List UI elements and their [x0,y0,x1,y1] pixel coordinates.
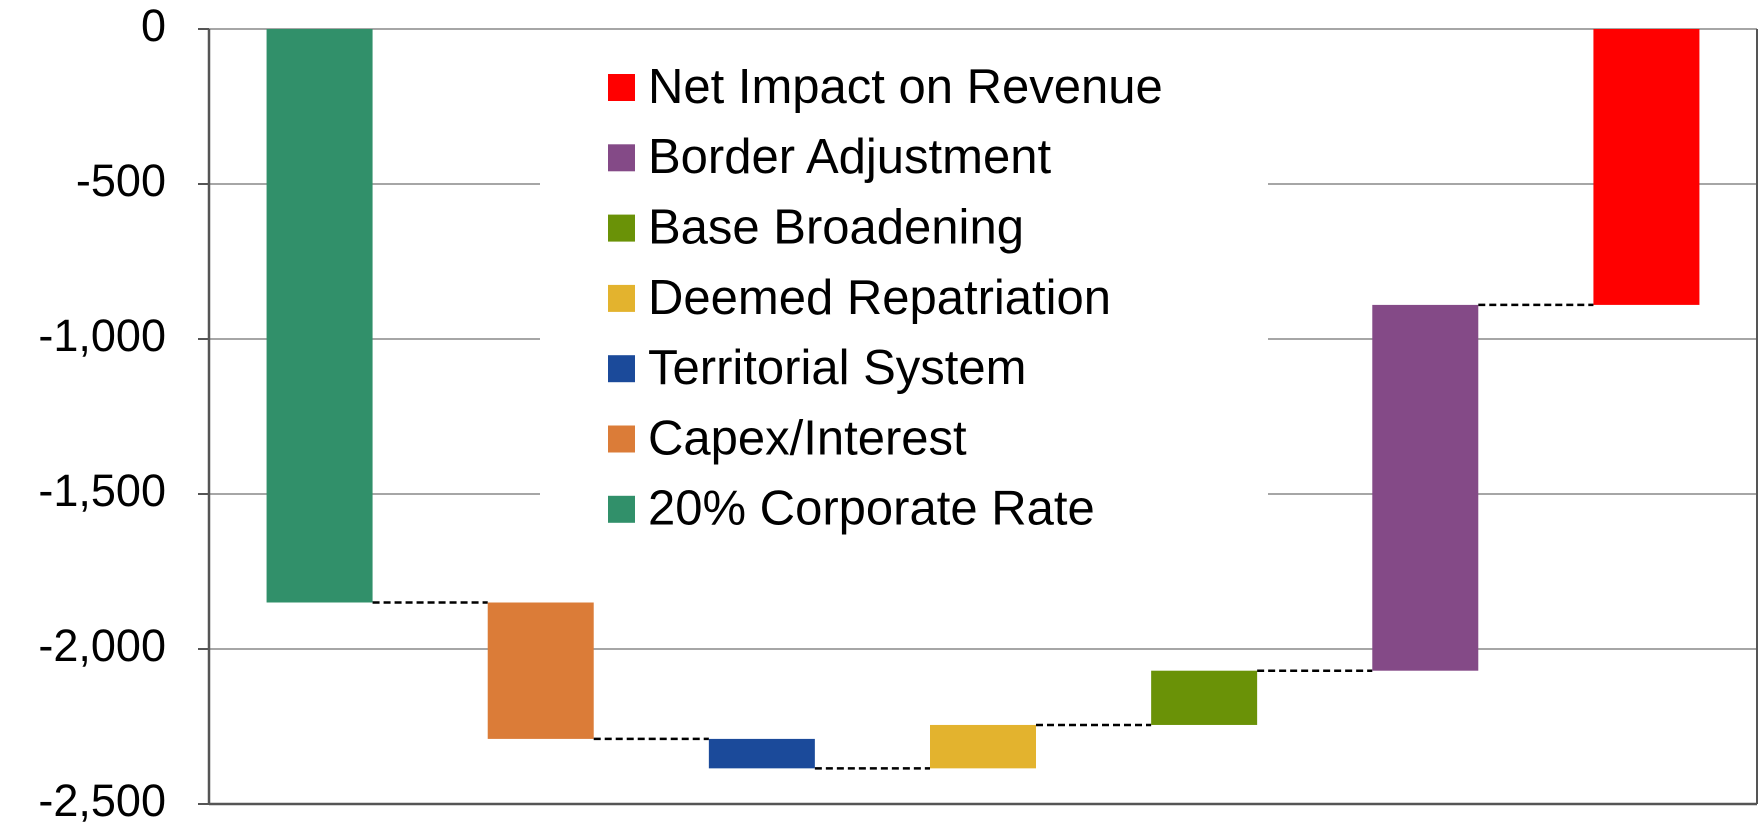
legend-swatch [608,214,635,242]
bar [1593,29,1700,305]
bar [1151,670,1258,725]
y-tick-label: 0 [141,0,166,51]
bar [487,602,594,739]
legend-label: Territorial System [648,341,1026,395]
bar [1372,304,1479,671]
y-tick-label: -2,500 [38,775,166,826]
y-tick-label: -1,500 [38,465,166,516]
legend-swatch [608,425,635,453]
bar [708,738,815,769]
y-tick-label: -500 [76,155,166,206]
legend-swatch [608,284,635,312]
legend-swatch [608,495,635,523]
legend-label: 20% Corporate Rate [648,482,1095,536]
y-tick-label: -2,000 [38,620,166,671]
legend-label: Capex/Interest [648,411,967,465]
y-tick-label: -1,000 [38,310,166,361]
legend-label: Deemed Repatriation [648,271,1111,325]
bar [930,724,1036,769]
legend-label: Net Impact on Revenue [648,60,1163,114]
legend-swatch [608,144,635,172]
legend-swatch [608,74,635,101]
legend-label: Border Adjustment [648,130,1051,184]
legend-box [540,56,1268,540]
legend-swatch [608,355,635,383]
bar [266,29,373,603]
legend-label: Base Broadening [648,201,1024,255]
